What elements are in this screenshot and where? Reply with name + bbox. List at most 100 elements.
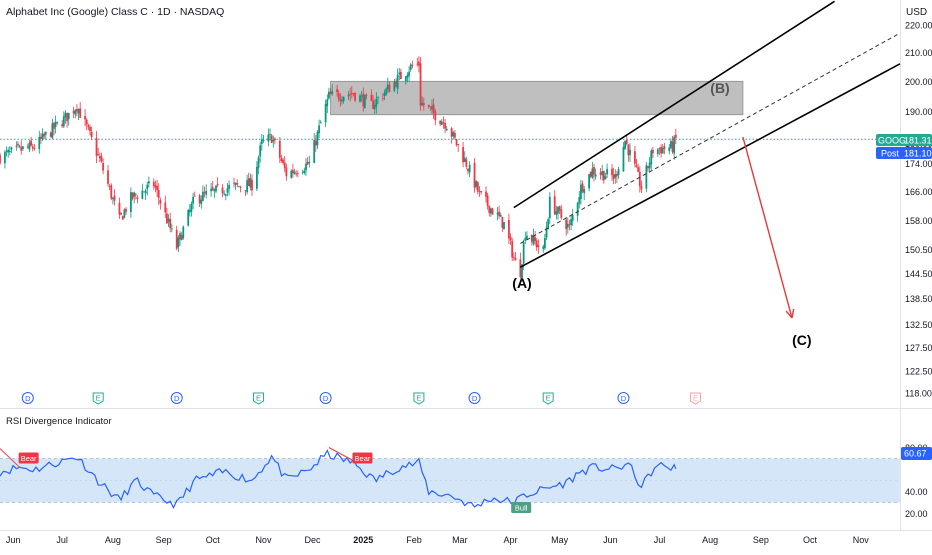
candle — [604, 172, 607, 180]
candle — [54, 115, 57, 134]
candle — [112, 197, 114, 205]
candle — [7, 147, 10, 158]
candle-body — [262, 139, 265, 141]
candle — [638, 166, 641, 193]
last-price-value: 181.31 — [904, 136, 932, 146]
candle — [118, 197, 121, 219]
candle — [18, 144, 21, 149]
candle-body — [134, 194, 137, 196]
dividend-icon[interactable]: D — [468, 392, 481, 404]
candle-body — [388, 84, 391, 93]
earnings-icon[interactable]: E — [253, 392, 265, 405]
earnings-icon[interactable]: E — [92, 392, 104, 405]
candle — [400, 68, 402, 80]
candle-body — [370, 94, 373, 102]
candle — [537, 239, 540, 254]
candle — [568, 219, 571, 231]
candle — [123, 208, 126, 219]
candle — [130, 187, 132, 218]
candle — [491, 207, 494, 215]
candle-body — [637, 167, 640, 172]
time-tick-label: Sep — [156, 535, 172, 545]
candle-body — [44, 132, 47, 135]
candle — [188, 204, 191, 217]
candle — [612, 167, 615, 185]
candle-body — [112, 197, 114, 199]
candle — [131, 192, 134, 201]
channel-mid-dashed-line[interactable] — [520, 32, 901, 244]
earnings-icon[interactable]: E — [689, 392, 701, 405]
candle-body — [360, 95, 363, 97]
candle — [211, 181, 214, 192]
candle — [617, 166, 620, 179]
earnings-icon[interactable]: E — [413, 392, 425, 405]
candle-body — [203, 192, 206, 194]
candle-body — [354, 92, 356, 101]
candle — [442, 116, 445, 129]
rsi-line[interactable] — [0, 449, 677, 509]
candle — [234, 182, 237, 191]
price-tick-label: 166.00 — [905, 187, 932, 197]
candle-body — [67, 112, 70, 120]
candle-body — [282, 159, 284, 163]
dividend-marker — [319, 392, 332, 404]
candle — [292, 163, 294, 178]
candle-body — [192, 196, 194, 204]
candle-body — [326, 99, 329, 107]
candle-body — [259, 145, 262, 157]
time-tick-label: 2025 — [353, 535, 373, 545]
candle-body — [589, 171, 592, 177]
candle-body — [98, 156, 101, 159]
candle — [180, 232, 183, 241]
candle-body — [182, 226, 185, 239]
candle — [285, 163, 288, 181]
price-tick-label: 190.00 — [905, 107, 932, 117]
candle — [406, 72, 409, 83]
candle — [450, 126, 453, 144]
arrow-head — [791, 308, 795, 319]
post-price-badge — [876, 147, 932, 159]
candle-body — [0, 154, 1, 164]
candle — [98, 152, 101, 163]
resistance-zone[interactable] — [330, 80, 744, 116]
candle-body — [421, 102, 424, 106]
candle-body — [90, 131, 93, 137]
candle — [314, 134, 317, 152]
candle-body — [463, 157, 466, 162]
candle-body — [548, 196, 551, 218]
candle — [486, 192, 489, 210]
candle — [535, 238, 538, 252]
candle-body — [553, 196, 556, 215]
candle — [213, 188, 216, 199]
candle-body — [583, 189, 586, 194]
candle — [488, 205, 491, 217]
candle — [476, 181, 479, 195]
channel-upper-line[interactable] — [513, 0, 835, 209]
candle — [360, 90, 363, 102]
candle — [30, 137, 32, 147]
candle-body — [43, 134, 46, 137]
candle — [593, 164, 595, 182]
candle-body — [581, 183, 584, 192]
projection-arrow[interactable] — [742, 136, 795, 319]
time-tick-label: Aug — [105, 535, 121, 545]
candle-body — [485, 191, 487, 197]
dividend-icon[interactable]: D — [617, 392, 630, 404]
channel-lower-line[interactable] — [519, 63, 901, 268]
candle-body — [15, 145, 18, 147]
time-tick-label: Jul — [56, 535, 68, 545]
candle — [44, 131, 47, 141]
earnings-icon[interactable]: E — [542, 392, 554, 405]
dividend-icon[interactable]: D — [319, 392, 332, 404]
candle — [663, 142, 666, 155]
price-tick-label: 158.00 — [905, 216, 932, 226]
candle-body — [283, 162, 286, 169]
dividend-icon[interactable]: D — [21, 392, 34, 404]
candle — [251, 174, 253, 196]
candle-body — [33, 148, 36, 150]
candle-body — [66, 112, 68, 122]
candle-body — [156, 185, 158, 190]
dividend-icon[interactable]: D — [170, 392, 183, 404]
candle-body — [593, 166, 595, 175]
